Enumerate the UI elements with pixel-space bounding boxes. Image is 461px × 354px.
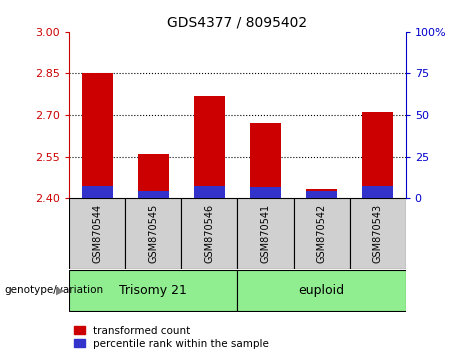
Bar	[181, 198, 237, 269]
Bar	[138, 154, 169, 198]
Bar	[250, 124, 281, 198]
Bar	[125, 198, 181, 269]
Text: genotype/variation: genotype/variation	[5, 285, 104, 295]
Text: GSM870541: GSM870541	[260, 204, 271, 263]
Bar	[237, 198, 294, 269]
Text: GSM870545: GSM870545	[148, 204, 158, 263]
Text: euploid: euploid	[298, 284, 345, 297]
Text: GSM870542: GSM870542	[317, 204, 326, 263]
Bar	[82, 73, 112, 198]
Text: GSM870546: GSM870546	[204, 204, 214, 263]
Bar	[250, 187, 281, 198]
Bar	[69, 198, 125, 269]
Text: GSM870544: GSM870544	[92, 204, 102, 263]
Bar	[82, 186, 112, 198]
Title: GDS4377 / 8095402: GDS4377 / 8095402	[167, 15, 307, 29]
Text: GSM870543: GSM870543	[372, 204, 383, 263]
Bar	[306, 189, 337, 198]
Bar	[294, 198, 349, 269]
Bar	[69, 270, 237, 311]
Text: ▶: ▶	[56, 285, 65, 295]
Bar	[194, 186, 225, 198]
Bar	[306, 191, 337, 198]
Legend: transformed count, percentile rank within the sample: transformed count, percentile rank withi…	[74, 326, 269, 349]
Bar	[138, 191, 169, 198]
Bar	[237, 270, 406, 311]
Bar	[362, 112, 393, 198]
Bar	[349, 198, 406, 269]
Bar	[194, 96, 225, 198]
Text: Trisomy 21: Trisomy 21	[119, 284, 187, 297]
Bar	[362, 186, 393, 198]
